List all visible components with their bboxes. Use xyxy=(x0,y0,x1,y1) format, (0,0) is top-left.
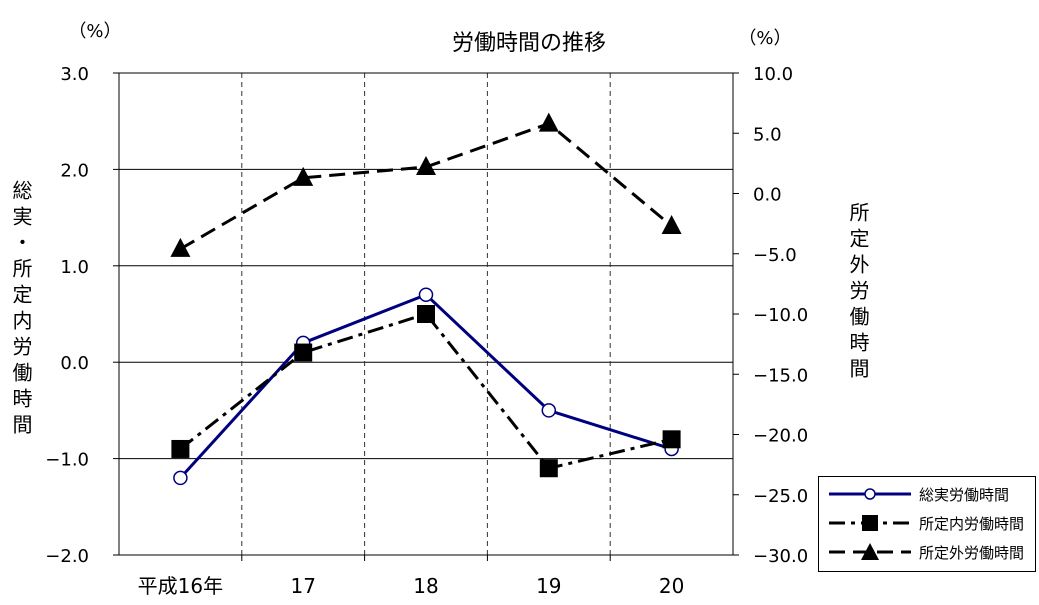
legend-item-overtime: 所定外労働時間 xyxy=(819,540,1035,564)
left-tick-label: 1.0 xyxy=(60,257,89,278)
chart-title: 労働時間の推移 xyxy=(452,31,606,56)
legend: 総実労働時間 所定内労働時間 所定外労働時間 xyxy=(818,476,1036,572)
legend-line-circle-icon xyxy=(829,488,911,500)
legend-item-total: 総実労働時間 xyxy=(819,482,1035,506)
data-point-square xyxy=(662,430,681,449)
left-unit-label: （%） xyxy=(68,21,121,42)
right-y-axis: 10.0 5.0 0.0 −5.0 −10.0 −15.0 −20.0 −25.0 −30.0 xyxy=(733,64,808,567)
legend-label-total: 総実労働時間 xyxy=(919,486,1010,504)
data-point-triangle xyxy=(661,215,682,235)
left-tick-label: 3.0 xyxy=(60,64,89,85)
right-tick-label: 0.0 xyxy=(753,185,782,206)
left-tick-label: 2.0 xyxy=(60,160,89,181)
data-point-square xyxy=(539,459,558,478)
right-tick-label: −5.0 xyxy=(753,245,797,266)
legend-label-scheduled: 所定内労働時間 xyxy=(919,515,1025,533)
data-point-circle xyxy=(541,403,557,418)
series-layer xyxy=(170,112,682,486)
data-point-triangle xyxy=(416,155,436,175)
legend-item-scheduled: 所定内労働時間 xyxy=(819,511,1035,535)
right-tick-label: −30.0 xyxy=(753,546,808,567)
x-tick-label: 19 xyxy=(536,574,561,598)
data-point-square xyxy=(171,439,190,458)
left-axis-label: 総実・所定内労働時間 xyxy=(9,180,33,440)
x-tick-label: 17 xyxy=(290,574,315,598)
data-point-triangle xyxy=(293,166,314,186)
right-tick-label: −10.0 xyxy=(753,305,808,326)
right-tick-label: −15.0 xyxy=(753,365,808,386)
data-point-triangle xyxy=(170,237,191,257)
series-line-3 xyxy=(179,122,673,251)
left-tick-label: −1.0 xyxy=(45,450,89,471)
left-y-axis: 3.0 2.0 1.0 0.0 −1.0 −2.0 xyxy=(45,64,119,567)
right-unit-label: （%） xyxy=(738,28,791,49)
data-point-square xyxy=(294,343,313,362)
legend-line-square-icon xyxy=(829,515,911,531)
x-tick-label: 平成16年 xyxy=(138,574,223,598)
right-axis-label: 所定外労働時間 xyxy=(846,202,870,384)
right-tick-label: 5.0 xyxy=(753,124,782,145)
x-tick-label: 18 xyxy=(413,574,438,598)
x-axis: 平成16年 17 18 19 20 xyxy=(138,555,684,598)
data-point-circle xyxy=(173,470,188,486)
right-tick-label: −20.0 xyxy=(753,426,808,447)
data-point-square xyxy=(417,305,435,323)
right-tick-label: −25.0 xyxy=(753,486,808,507)
series-line-2 xyxy=(179,312,672,470)
left-tick-label: −2.0 xyxy=(45,546,89,567)
right-tick-label: 10.0 xyxy=(753,64,793,85)
left-tick-label: 0.0 xyxy=(60,353,89,374)
legend-line-triangle-icon xyxy=(829,543,911,560)
x-tick-label: 20 xyxy=(659,574,684,598)
data-point-triangle xyxy=(538,112,559,132)
data-point-circle xyxy=(418,287,434,302)
legend-label-overtime: 所定外労働時間 xyxy=(919,544,1025,562)
